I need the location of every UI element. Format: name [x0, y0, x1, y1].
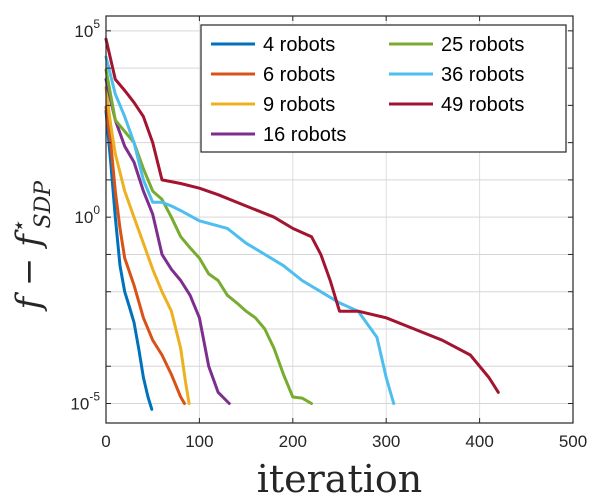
plot-frame [105, 15, 574, 424]
y-axis-label-main: f − f [9, 229, 49, 313]
x-tick-label: 0 [101, 432, 110, 451]
series-line-25-robots [104, 68, 313, 405]
y-tick-label: 100 [74, 203, 100, 227]
y-tick-label: 105 [74, 17, 100, 41]
axis-ticks: 0 100 200 300 400 500 10-5 100 105 [70, 16, 587, 451]
series-line-6-robots [104, 105, 186, 405]
legend-label: 16 robots [263, 124, 346, 146]
legend-label: 36 robots [441, 64, 524, 86]
x-tick-label: 400 [465, 432, 493, 451]
series-line-16-robots [104, 77, 231, 405]
series-lines [104, 37, 500, 411]
x-tick-label: 300 [372, 432, 400, 451]
x-tick-label: 100 [185, 432, 213, 451]
x-axis-label: iteration [257, 457, 423, 497]
x-tick-label: 500 [559, 432, 587, 451]
svg-text:f − f⋆SDP: f − f⋆SDP [7, 180, 56, 313]
legend-label: 25 robots [441, 34, 524, 56]
y-tick-label: 10-5 [70, 390, 100, 414]
legend-label: 4 robots [263, 34, 335, 56]
legend-label: 6 robots [263, 64, 335, 86]
legend-label: 9 robots [263, 94, 335, 116]
series-line-9-robots [104, 86, 191, 405]
legend-label: 49 robots [441, 94, 524, 116]
legend: 4 robots 6 robots 9 robots 16 robots 25 robo… [200, 24, 567, 153]
series-line-4-robots [104, 109, 154, 411]
series-line-49-robots [104, 37, 500, 394]
y-axis-label: f − f⋆SDP [7, 180, 56, 313]
y-axis-label-subscript: SDP [31, 180, 56, 229]
x-tick-label: 200 [279, 432, 307, 451]
legend-box [200, 24, 567, 153]
y-axis-label-star: ⋆ [7, 220, 32, 234]
series-line-36-robots [104, 55, 396, 405]
